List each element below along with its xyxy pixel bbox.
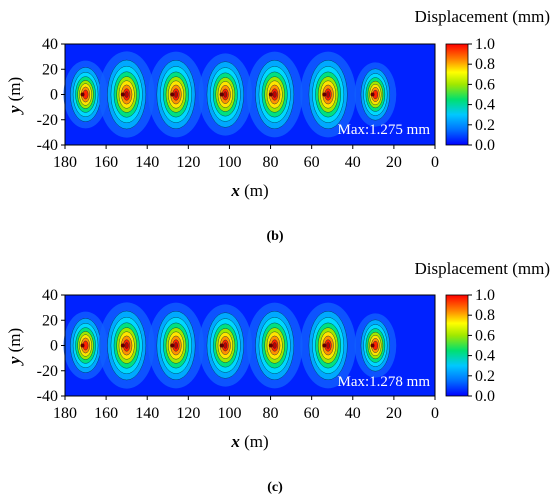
x-tick-label: 20 [386,405,402,422]
peak-marker [268,343,273,348]
y-tick-label: 0 [50,338,58,355]
contour-band [326,342,331,349]
x-tick-label: 100 [217,405,241,422]
x-tick-label: 120 [176,405,200,422]
x-tick-label: 60 [304,154,320,171]
y-tick-label: 20 [42,312,58,329]
colorbar-tick-label: 0.4 [475,97,495,114]
x-tick-label: 40 [345,405,361,422]
contour-band [272,342,277,349]
colorbar-tick-label: 0.4 [475,348,495,365]
y-tick-label: 0 [50,87,58,104]
y-tick-label: 20 [42,61,58,78]
peak-marker [80,343,85,348]
peak-marker [219,92,224,97]
peak-marker [120,343,125,348]
colorbar-tick-label: 0.2 [475,117,495,134]
x-tick-label: 140 [135,154,159,171]
x-tick-label: 180 [53,154,77,171]
colorbar-ticks: 1.0 0.8 0.6 0.4 0.2 0.0 [468,36,495,154]
svg-text:y (m): y (m) [5,77,24,115]
colorbar-tick-label: 0.6 [475,327,495,344]
panel-c: Displacement (mm) Max:1.278 mm 1.0 0.8 0.6… [5,259,550,495]
y-tick-label: 40 [42,36,58,53]
colorbar-tick-label: 0.0 [475,137,495,154]
y-axis-label: y (m) [5,77,24,115]
contour-band [223,91,228,98]
heatmap-hotspots [63,302,397,389]
peak-marker [170,343,175,348]
colorbar-ticks: 1.0 0.8 0.6 0.4 0.2 0.0 [468,287,495,405]
colorbar-title: Displacement (mm) [415,259,550,278]
colorbar-tick-label: 0.8 [475,307,495,324]
x-tick-label: 80 [263,154,279,171]
y-tick-label: -20 [37,112,58,129]
peak-marker [322,343,327,348]
contour-band [174,342,178,349]
y-tick-label: -40 [37,137,58,154]
y-axis-ticks: 40 20 0 -20 -40 [37,36,65,154]
peak-marker [219,343,224,348]
x-tick-label: 180 [53,405,77,422]
panel-b: Displacement (mm) Max:1.275 mm 1.0 0.8 0.6… [5,7,550,244]
peak-marker [120,92,125,97]
svg-text:y (m): y (m) [5,328,24,366]
x-tick-label: 60 [304,405,320,422]
colorbar-tick-label: 1.0 [475,287,495,304]
x-tick-label: 100 [217,154,241,171]
contour-band [124,91,129,98]
peak-marker [370,343,375,348]
x-axis-ticks: 180 160 140 120 100 80 60 40 20 0 [53,396,439,422]
x-tick-label: 140 [135,405,159,422]
x-tick-label: 40 [345,154,361,171]
peak-marker [268,92,273,97]
y-axis-label: y (m) [5,328,24,366]
contour-band [124,342,129,349]
contour-band [174,91,178,98]
colorbar [445,294,469,397]
colorbar-tick-label: 0.8 [475,56,495,73]
x-axis-label: x (m) [230,432,268,451]
heatmap-hotspots [63,51,397,138]
peak-marker [170,92,175,97]
panel-caption: (c) [267,480,283,495]
x-tick-label: 0 [431,154,439,171]
x-tick-label: 120 [176,154,200,171]
panel-caption: (b) [266,229,283,244]
x-tick-label: 80 [263,405,279,422]
y-axis-ticks: 40 20 0 -20 -40 [37,287,65,405]
plot-border [64,43,436,146]
colorbar-tick-label: 0.0 [475,388,495,405]
y-tick-label: -20 [37,363,58,380]
x-tick-label: 0 [431,405,439,422]
x-tick-label: 160 [94,405,118,422]
colorbar-tick-label: 1.0 [475,36,495,53]
peak-marker [370,92,375,97]
y-tick-label: 40 [42,287,58,304]
x-axis-ticks: 180 160 140 120 100 80 60 40 20 0 [53,145,439,171]
colorbar-tick-label: 0.2 [475,368,495,385]
x-axis-label: x (m) [230,181,268,200]
y-tick-label: -40 [37,388,58,405]
colorbar-title: Displacement (mm) [415,7,550,26]
peak-marker [80,92,85,97]
colorbar-tick-label: 0.6 [475,76,495,93]
colorbar [445,43,469,146]
max-label: Max:1.275 mm [338,122,431,138]
max-label: Max:1.278 mm [338,374,431,390]
plot-border [64,294,436,397]
x-tick-label: 20 [386,154,402,171]
contour-band [223,342,228,349]
x-tick-label: 160 [94,154,118,171]
peak-marker [322,92,327,97]
contour-band [272,91,277,98]
contour-band [326,91,331,98]
